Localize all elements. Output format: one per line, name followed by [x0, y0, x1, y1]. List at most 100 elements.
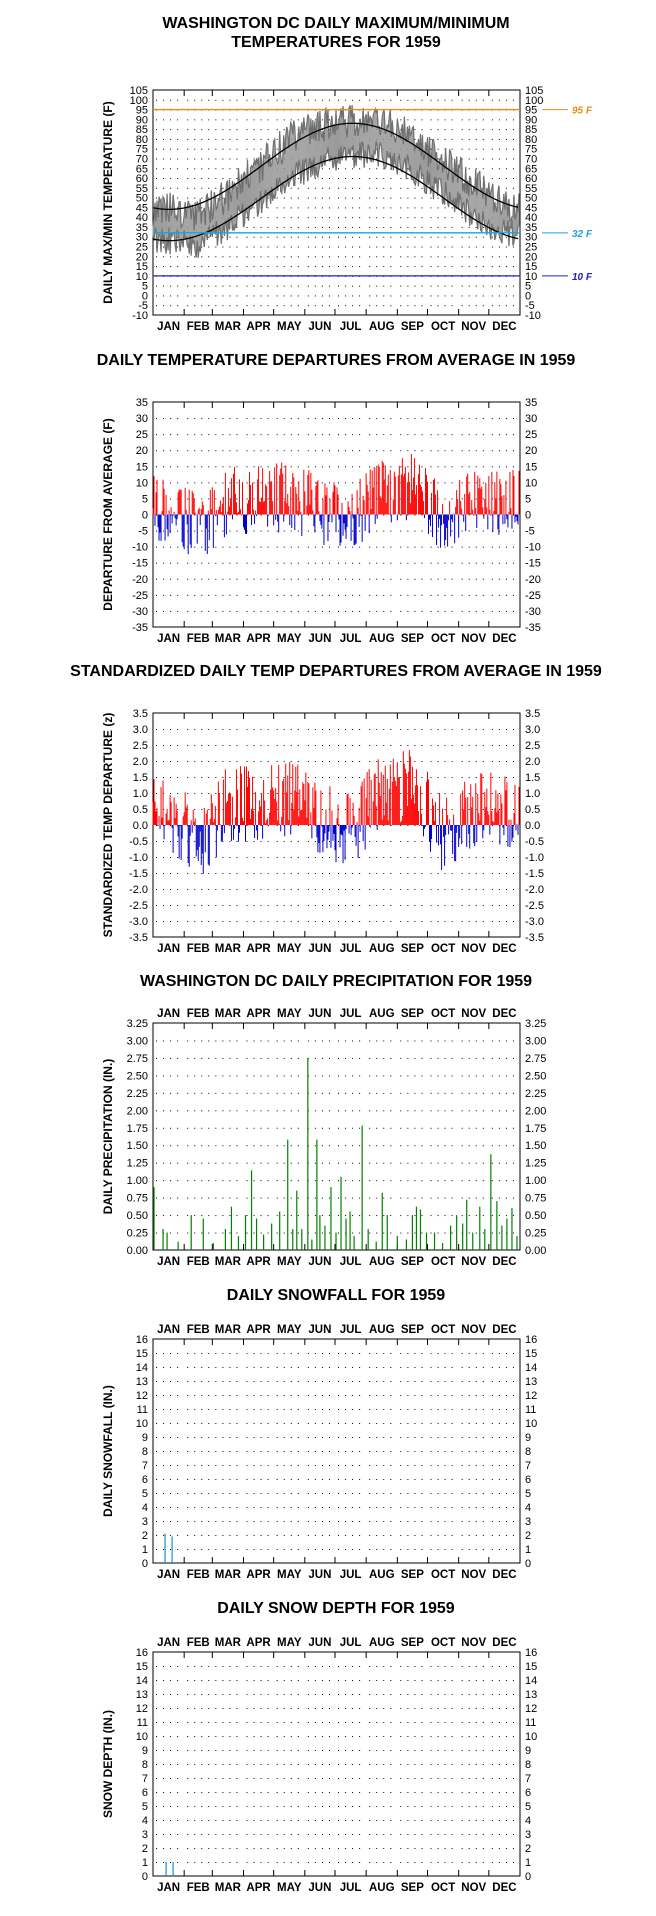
y-tick-label-right: -15: [525, 558, 541, 570]
event-bars: [153, 1057, 518, 1250]
y-tick-label-left: 8: [142, 1759, 148, 1771]
x-month-label: AUG: [369, 633, 395, 645]
y-tick-label-right: 13: [525, 1376, 537, 1388]
x-month-label: MAR: [215, 943, 242, 955]
y-tick-label-right: 15: [525, 1348, 537, 1360]
y-tick-label-right: 14: [525, 1675, 537, 1687]
y-tick-label-left: 9: [142, 1432, 148, 1444]
x-month-label: FEB: [187, 1882, 210, 1894]
y-tick-label-right: 2.5: [525, 740, 540, 752]
event-bars: [165, 1862, 174, 1876]
y-tick-label-left: -5: [138, 300, 148, 312]
y-tick-label-left: 10: [136, 271, 148, 283]
y-tick-label-right: 3.25: [525, 1018, 546, 1030]
x-month-label-top: AUG: [369, 1324, 395, 1336]
y-tick-label-right: 15: [525, 261, 537, 273]
x-month-label-top: JUN: [308, 1324, 331, 1336]
y-tick-label-left: 14: [136, 1675, 148, 1687]
x-month-label-top: FEB: [187, 1637, 210, 1649]
chart-title: DAILY TEMPERATURE DEPARTURES FROM AVERAG…: [97, 352, 576, 369]
y-tick-label-right: 5: [525, 493, 531, 505]
y-tick-label-right: 11: [525, 1404, 536, 1416]
y-tick-label-left: 14: [136, 1362, 148, 1374]
x-month-label-top: MAR: [215, 1324, 242, 1336]
grid-dots: [156, 1353, 514, 1550]
chart-title: TEMPERATURES FOR 1959: [231, 34, 441, 51]
x-month-label: SEP: [401, 1256, 424, 1268]
y-tick-label-left: 95: [136, 105, 148, 117]
y-tick-label-left: 0.50: [127, 1210, 148, 1222]
x-month-label: APR: [246, 1882, 271, 1894]
y-tick-label-left: 1.50: [127, 1140, 148, 1152]
y-tick-label-left: 20: [136, 445, 148, 457]
ref-line-label: 95 F: [572, 106, 593, 117]
x-month-label-top: DEC: [492, 1324, 516, 1336]
y-tick-label-left: -5: [138, 526, 148, 538]
y-tick-label-left: 16: [136, 1647, 148, 1659]
y-tick-label-right: 5: [525, 281, 531, 293]
y-tick-label-right: 3.00: [525, 1035, 546, 1047]
x-month-label: NOV: [461, 1256, 486, 1268]
y-tick-label-left: 45: [136, 202, 148, 214]
y-tick-label-left: -25: [132, 590, 148, 602]
x-month-label: JUN: [308, 1882, 331, 1894]
y-tick-label-right: 35: [525, 222, 537, 234]
chart-std: STANDARDIZED DAILY TEMP DEPARTURES FROM …: [70, 663, 602, 955]
y-tick-label-right: 8: [525, 1759, 531, 1771]
y-tick-label-left: 3: [142, 1829, 148, 1841]
x-month-label: AUG: [369, 1569, 395, 1581]
ref-line-label: 32 F: [572, 229, 593, 240]
x-month-label-top: JAN: [157, 1637, 180, 1649]
y-tick-label-left: 20: [136, 251, 148, 263]
y-tick-label-left: 65: [136, 163, 148, 175]
y-tick-label-right: 0: [525, 290, 531, 302]
y-tick-label-right: 4: [525, 1815, 531, 1827]
y-tick-label-right: 50: [525, 193, 537, 205]
y-tick-label-left: 11: [137, 1717, 148, 1729]
y-tick-label-right: 11: [525, 1717, 536, 1729]
y-tick-label-right: 20: [525, 251, 537, 263]
x-month-label-top: AUG: [369, 1008, 395, 1020]
departure-bars: [152, 750, 520, 874]
y-tick-label-left: 3.00: [127, 1035, 148, 1047]
x-month-label: JAN: [157, 321, 180, 333]
x-month-label-top: SEP: [401, 1324, 424, 1336]
x-month-label: JAN: [157, 1256, 180, 1268]
x-month-label: MAY: [277, 1882, 302, 1894]
normal-max-line: [152, 122, 519, 210]
x-month-label-top: APR: [246, 1637, 271, 1649]
y-tick-label-left: -35: [132, 622, 148, 634]
y-tick-label-left: 3.25: [127, 1018, 148, 1030]
y-tick-label-left: 6: [142, 1474, 148, 1486]
x-month-label: APR: [246, 1256, 271, 1268]
x-month-label: FEB: [187, 633, 210, 645]
y-tick-label-right: 65: [525, 163, 537, 175]
x-month-label: NOV: [461, 633, 486, 645]
y-tick-label-left: 2.75: [127, 1053, 148, 1065]
y-tick-label-right: 75: [525, 144, 537, 156]
y-tick-label-left: 40: [136, 212, 148, 224]
y-tick-label-right: 45: [525, 202, 537, 214]
y-tick-label-left: 25: [136, 429, 148, 441]
x-month-label-top: SEP: [401, 1637, 424, 1649]
y-tick-label-left: 0: [142, 1871, 148, 1883]
x-month-label: MAY: [277, 943, 302, 955]
y-tick-label-right: -2.0: [525, 884, 544, 896]
y-axis-label: DAILY SNOWFALL (IN.): [101, 1385, 115, 1517]
y-tick-label-right: 7: [525, 1773, 531, 1785]
y-tick-label-right: 2: [525, 1530, 531, 1542]
y-tick-label-left: -1.5: [129, 868, 148, 880]
chart-title: STANDARDIZED DAILY TEMP DEPARTURES FROM …: [70, 663, 602, 680]
y-tick-label-left: 3: [142, 1516, 148, 1528]
x-month-label-top: NOV: [461, 1324, 486, 1336]
y-tick-label-right: 2.25: [525, 1088, 546, 1100]
event-bars: [164, 1533, 173, 1563]
y-tick-label-right: 9: [525, 1745, 531, 1757]
y-tick-label-right: -0.5: [525, 836, 544, 848]
x-month-label: OCT: [431, 1882, 455, 1894]
y-tick-label-right: 0.0: [525, 820, 540, 832]
y-tick-label-left: 5: [142, 281, 148, 293]
chart-precip: WASHINGTON DC DAILY PRECIPITATION FOR 19…: [101, 973, 546, 1268]
x-month-label: JUN: [308, 633, 331, 645]
ref-line-label: 10 F: [572, 272, 593, 283]
